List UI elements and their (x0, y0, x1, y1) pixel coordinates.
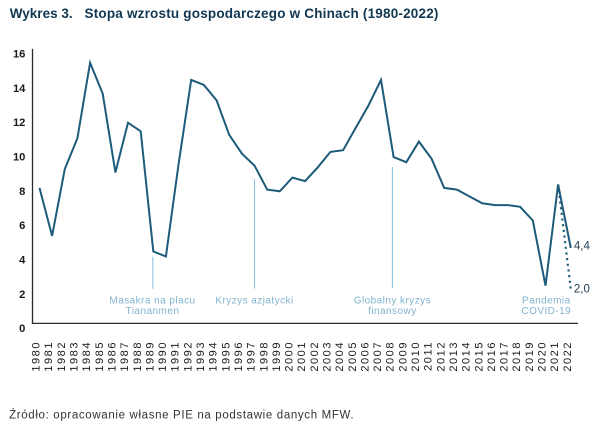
svg-text:14: 14 (13, 83, 26, 95)
svg-text:2006: 2006 (360, 341, 372, 372)
svg-text:16: 16 (13, 49, 25, 61)
svg-text:1992: 1992 (182, 341, 194, 372)
svg-text:2010: 2010 (410, 341, 422, 372)
svg-text:1995: 1995 (220, 341, 232, 372)
svg-text:COVID-19: COVID-19 (521, 306, 571, 317)
svg-text:Globalny kryzys: Globalny kryzys (354, 295, 431, 306)
svg-text:2008: 2008 (385, 341, 397, 372)
svg-text:2002: 2002 (309, 341, 321, 372)
svg-text:4: 4 (19, 255, 26, 267)
svg-text:1987: 1987 (119, 341, 131, 372)
svg-text:2007: 2007 (372, 341, 384, 372)
svg-text:1994: 1994 (208, 341, 220, 372)
svg-text:2005: 2005 (347, 341, 359, 372)
svg-text:1997: 1997 (246, 341, 258, 372)
svg-text:4,4: 4,4 (574, 241, 591, 253)
svg-text:2012: 2012 (435, 341, 447, 372)
svg-text:2019: 2019 (524, 341, 536, 372)
svg-text:Pandemia: Pandemia (522, 295, 571, 306)
svg-text:1998: 1998 (258, 341, 270, 372)
svg-text:12: 12 (13, 117, 25, 129)
svg-text:1981: 1981 (43, 341, 55, 372)
svg-text:2020: 2020 (537, 341, 549, 372)
svg-text:1984: 1984 (81, 341, 93, 372)
svg-text:0: 0 (19, 323, 25, 335)
svg-text:2022: 2022 (562, 341, 574, 372)
svg-text:2009: 2009 (397, 341, 409, 372)
svg-text:2001: 2001 (296, 341, 308, 372)
svg-text:10: 10 (13, 152, 25, 164)
svg-text:1982: 1982 (56, 341, 68, 372)
svg-text:1983: 1983 (69, 341, 81, 372)
svg-text:1988: 1988 (132, 341, 144, 372)
svg-text:2013: 2013 (448, 341, 460, 372)
svg-text:2021: 2021 (549, 341, 561, 372)
svg-text:2003: 2003 (322, 341, 334, 372)
svg-text:finansowy: finansowy (368, 306, 417, 317)
svg-text:1991: 1991 (170, 341, 182, 372)
svg-text:8: 8 (19, 186, 25, 198)
svg-text:1999: 1999 (271, 341, 283, 372)
svg-text:Źródło: opracowanie własne PIE: Źródło: opracowanie własne PIE na podsta… (9, 409, 354, 422)
svg-text:2014: 2014 (461, 341, 473, 372)
svg-text:2017: 2017 (499, 341, 511, 372)
svg-text:2011: 2011 (423, 341, 435, 371)
svg-text:1980: 1980 (31, 341, 43, 372)
svg-text:Masakra na placu: Masakra na placu (109, 295, 195, 306)
svg-text:1990: 1990 (157, 341, 169, 372)
svg-text:Kryzys azjatycki: Kryzys azjatycki (215, 295, 293, 306)
svg-text:Wykres 3.Stopa wzrostu gospoda: Wykres 3. Stopa wzrostu gospodarczego w C… (10, 6, 439, 21)
svg-text:1986: 1986 (107, 341, 119, 372)
svg-text:2015: 2015 (473, 341, 485, 372)
svg-text:6: 6 (19, 220, 25, 232)
svg-text:2018: 2018 (511, 341, 523, 372)
svg-text:1993: 1993 (195, 341, 207, 372)
svg-text:2: 2 (19, 289, 25, 301)
svg-text:1985: 1985 (94, 341, 106, 372)
svg-text:2000: 2000 (284, 341, 296, 372)
svg-text:2,0: 2,0 (574, 284, 590, 296)
svg-text:2016: 2016 (486, 341, 498, 372)
svg-text:1996: 1996 (233, 341, 245, 372)
svg-text:1989: 1989 (144, 341, 156, 372)
svg-text:Tiananmen: Tiananmen (126, 306, 180, 317)
svg-text:2004: 2004 (334, 341, 346, 372)
